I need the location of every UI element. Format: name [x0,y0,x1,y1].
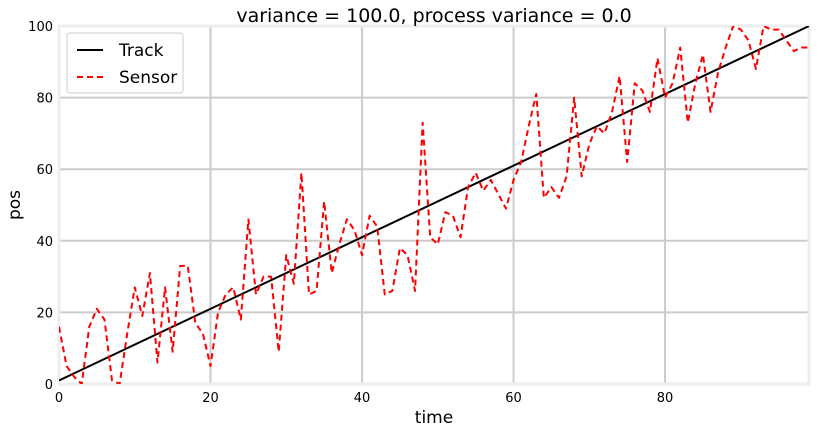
x-tick-label: 0 [55,391,63,406]
y-tick-label: 100 [28,20,53,35]
legend-box [66,32,184,94]
y-tick-label: 0 [45,378,53,393]
legend-track-label: Track [118,41,164,61]
x-tick-labels: 0 20 40 60 80 [55,391,673,406]
legend: Track Sensor [66,32,184,94]
plot-frame [57,24,811,386]
y-tick-label: 80 [36,92,53,107]
y-axis-label: pos [5,190,25,220]
x-tick-label: 40 [354,391,371,406]
series-layer [59,26,809,384]
x-tick-label: 80 [657,391,674,406]
y-tick-label: 60 [36,163,53,178]
x-tick-label: 20 [202,391,219,406]
y-tick-label: 20 [36,306,53,321]
x-tick-label: 60 [505,391,522,406]
y-tick-label: 40 [36,235,53,250]
y-tick-labels: 0 20 40 60 80 100 [28,20,53,393]
chart-title: variance = 100.0, process variance = 0.0 [236,5,631,27]
series-line-sensor [59,26,809,384]
grid [57,24,811,386]
x-axis-label: time [415,408,453,428]
legend-sensor-label: Sensor [119,68,177,88]
